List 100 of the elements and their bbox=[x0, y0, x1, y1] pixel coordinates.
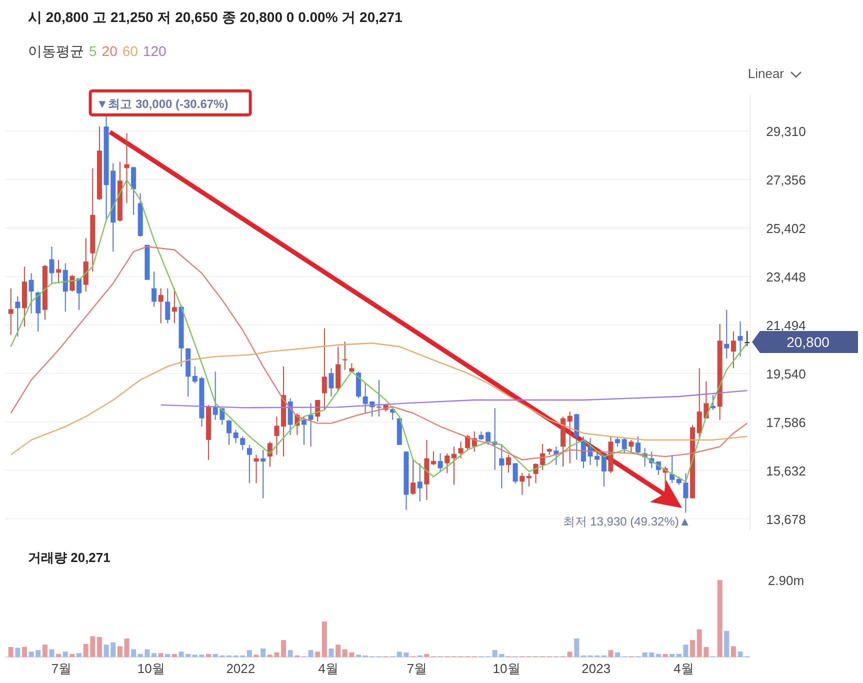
candlestick bbox=[233, 429, 238, 444]
candlestick bbox=[76, 278, 82, 310]
candlestick bbox=[152, 271, 156, 308]
bar bbox=[656, 654, 661, 657]
candlestick bbox=[172, 288, 177, 324]
candlestick bbox=[458, 441, 464, 459]
x-tick-label: 7월 bbox=[406, 661, 428, 676]
candlestick bbox=[274, 416, 280, 456]
bar bbox=[131, 649, 136, 657]
bar bbox=[662, 654, 668, 657]
x-tick-label: 7월 bbox=[51, 661, 72, 676]
candlestick bbox=[288, 398, 293, 436]
bar bbox=[206, 654, 212, 657]
text: 60 bbox=[122, 43, 138, 59]
candlestick bbox=[601, 451, 606, 488]
bar bbox=[288, 650, 293, 657]
candlestick bbox=[444, 452, 450, 474]
candlestick bbox=[636, 436, 641, 456]
y-tick-label: 29,310 bbox=[766, 124, 806, 139]
candlestick bbox=[628, 439, 634, 454]
bar bbox=[42, 644, 48, 657]
candlestick bbox=[260, 449, 266, 499]
candlestick bbox=[744, 330, 750, 346]
candlestick bbox=[49, 246, 54, 284]
bar bbox=[165, 654, 170, 657]
candlestick bbox=[499, 443, 504, 489]
candlestick bbox=[506, 454, 511, 474]
candlestick bbox=[308, 402, 314, 448]
bar bbox=[670, 654, 675, 657]
x-tick-label: 4월 bbox=[318, 661, 338, 676]
bar bbox=[724, 630, 730, 657]
candlestick bbox=[417, 462, 422, 502]
candlestick bbox=[158, 288, 164, 324]
bar bbox=[15, 648, 20, 657]
bar bbox=[56, 654, 62, 657]
candlestick bbox=[486, 430, 491, 446]
candlestick bbox=[342, 341, 348, 370]
candlestick bbox=[615, 436, 620, 448]
chart-title: 거래량 20,271 bbox=[28, 550, 110, 565]
candlestick bbox=[301, 416, 306, 446]
y-tick-label: 21,494 bbox=[766, 318, 806, 333]
candlestick bbox=[512, 462, 518, 484]
bar bbox=[8, 646, 14, 657]
candlestick bbox=[430, 451, 436, 466]
annotation: 최저 13,930 (49.32%)▲ bbox=[562, 514, 691, 529]
y-tick-label: 25,402 bbox=[766, 220, 806, 236]
bar bbox=[172, 654, 177, 657]
bar bbox=[717, 580, 722, 657]
candlestick bbox=[165, 288, 170, 324]
bar bbox=[260, 648, 266, 657]
y-tick-label: 15,632 bbox=[766, 463, 806, 478]
candlestick bbox=[240, 436, 246, 450]
bar bbox=[574, 638, 580, 657]
bar bbox=[567, 652, 572, 657]
candlestick bbox=[36, 291, 41, 332]
bar bbox=[96, 636, 102, 657]
candlestick bbox=[70, 274, 75, 292]
bar bbox=[76, 653, 82, 657]
candlestick bbox=[226, 419, 232, 446]
bar bbox=[322, 622, 327, 657]
y-tick-label: 17,586 bbox=[766, 414, 806, 430]
candlestick bbox=[438, 452, 443, 472]
x-tick-label: 4월 bbox=[674, 661, 694, 676]
x-tick-label: 10월 bbox=[137, 661, 165, 676]
bar bbox=[246, 650, 252, 657]
chart-title: 시 20,800 고 21,250 저 20,650 종 20,800 0 0.00% 거 20,271 bbox=[28, 9, 403, 25]
candlestick bbox=[124, 132, 130, 204]
text: 120 bbox=[142, 43, 167, 59]
candlestick bbox=[131, 166, 136, 216]
text: Linear bbox=[748, 66, 785, 81]
candlestick bbox=[451, 446, 456, 486]
candlestick bbox=[356, 371, 362, 399]
line-series bbox=[160, 390, 748, 408]
candlestick bbox=[724, 309, 730, 359]
candlestick bbox=[738, 321, 743, 358]
bar bbox=[424, 654, 430, 657]
bar bbox=[730, 646, 736, 657]
candlestick bbox=[15, 296, 20, 338]
candlestick bbox=[567, 411, 572, 464]
line-series bbox=[10, 246, 748, 460]
candlestick bbox=[83, 238, 88, 292]
candlestick bbox=[246, 444, 252, 484]
y-tick-label: 19,540 bbox=[766, 366, 806, 382]
candlestick bbox=[56, 260, 62, 284]
candlestick bbox=[62, 262, 68, 312]
x-tick-label: 2022 bbox=[226, 661, 256, 676]
bar bbox=[308, 650, 314, 657]
candlestick bbox=[28, 272, 34, 314]
candlestick bbox=[520, 472, 525, 496]
bar bbox=[281, 640, 286, 657]
bar bbox=[158, 653, 164, 657]
text: 2.90m bbox=[768, 573, 804, 588]
bar bbox=[615, 652, 620, 657]
bar bbox=[62, 652, 68, 657]
candlestick bbox=[410, 458, 416, 496]
candlestick bbox=[254, 454, 259, 484]
legend-title: 이동평균 bbox=[28, 43, 84, 59]
candlestick bbox=[574, 414, 580, 460]
bar bbox=[336, 644, 341, 657]
text: 20 bbox=[102, 43, 118, 59]
